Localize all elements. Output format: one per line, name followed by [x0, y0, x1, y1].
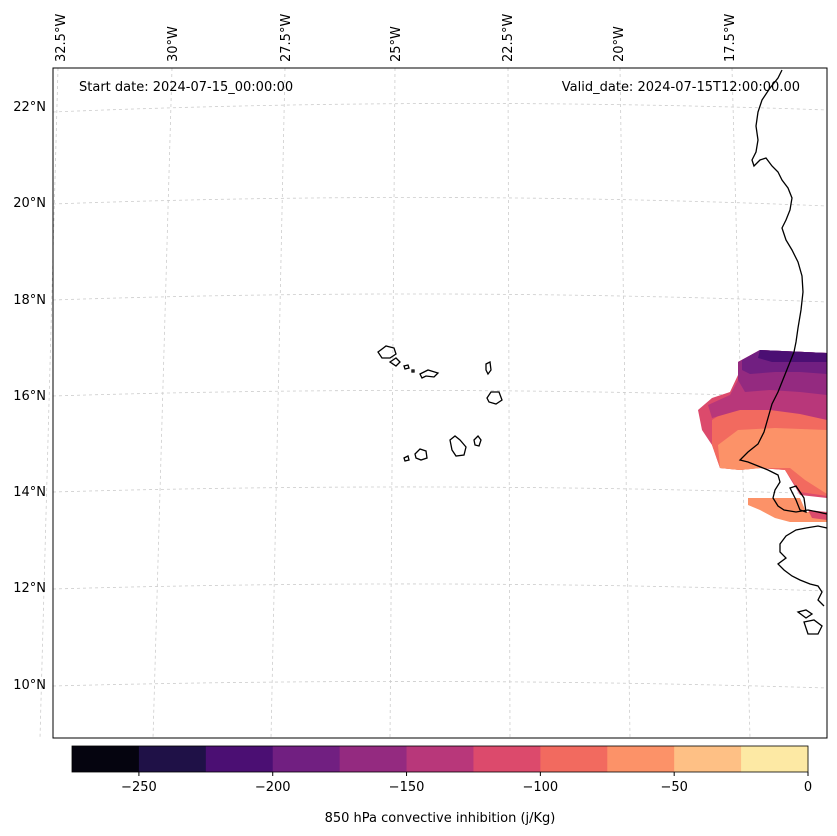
colorbar-tick-label: −100 [523, 780, 559, 795]
colorbar-tick-label: 0 [804, 780, 812, 795]
lon-label-20w: 20°W [612, 26, 627, 62]
island-sao-vicente [388, 357, 401, 367]
lat-label-16n: 16°N [13, 389, 46, 404]
colorbar-swatch [406, 746, 474, 772]
colorbar: −250 −200 −150 −100 −50 0 [71, 745, 812, 795]
latitude-labels: 22°N 20°N 18°N 16°N 14°N 12°N 10°N [13, 100, 46, 693]
colorbar-border [71, 745, 809, 773]
island-boa-vista [486, 391, 503, 405]
lon-label-17-5w: 17.5°W [723, 14, 738, 62]
island-brava [403, 455, 410, 462]
colorbar-swatch [339, 746, 408, 772]
island-fogo [414, 448, 428, 461]
colorbar-tick-label: −150 [389, 780, 425, 795]
map-border [52, 67, 828, 739]
lat-label-20n: 20°N [13, 196, 46, 211]
colorbar-swatch [72, 746, 140, 772]
colorbar-swatch [205, 746, 274, 772]
coastlines [377, 69, 828, 635]
lat-label-12n: 12°N [13, 581, 46, 596]
lat-label-10n: 10°N [13, 678, 46, 693]
colorbar-swatch [473, 746, 541, 772]
valid-date-text: Valid_date: 2024-07-15T12:00:00.00 [562, 80, 800, 95]
colorbar-swatch [607, 746, 675, 772]
lon-label-25w: 25°W [389, 26, 404, 62]
lon-label-22-5w: 22.5°W [501, 14, 516, 62]
lat-label-14n: 14°N [13, 485, 46, 500]
lon-label-32-5w: 32.5°W [54, 14, 69, 62]
map-panel [53, 68, 827, 738]
colorbar-swatch [138, 746, 207, 772]
west-africa-coastline [738, 69, 828, 515]
lat-label-18n: 18°N [13, 293, 46, 308]
colorbar-swatch [741, 746, 809, 772]
cin-contours [698, 350, 827, 522]
longitude-labels: 32.5°W 30°W 27.5°W 25°W 22.5°W 20°W 17.5… [54, 14, 738, 62]
island-sao-nicolau [419, 369, 440, 379]
colorbar-swatch [674, 746, 742, 772]
colorbar-label: 850 hPa convective inhibition (j/Kg) [325, 811, 556, 826]
island-sal [485, 361, 492, 376]
colorbar-tick-label: −50 [660, 780, 687, 795]
gridlines [39, 67, 828, 739]
colorbar-tick-label: −250 [121, 780, 157, 795]
contour-minus-50 [718, 428, 827, 494]
island-maio [473, 435, 482, 447]
island-santiago [449, 435, 467, 457]
island-santo-antao [377, 345, 397, 359]
colorbar-swatch [540, 746, 608, 772]
lon-label-27-5w: 27.5°W [279, 14, 294, 62]
lat-label-22n: 22°N [13, 100, 46, 115]
start-date-text: Start date: 2024-07-15_00:00:00 [79, 80, 293, 95]
colorbar-swatch [272, 746, 341, 772]
colorbar-tick-label: −200 [255, 780, 291, 795]
lon-label-30w: 30°W [166, 26, 181, 62]
